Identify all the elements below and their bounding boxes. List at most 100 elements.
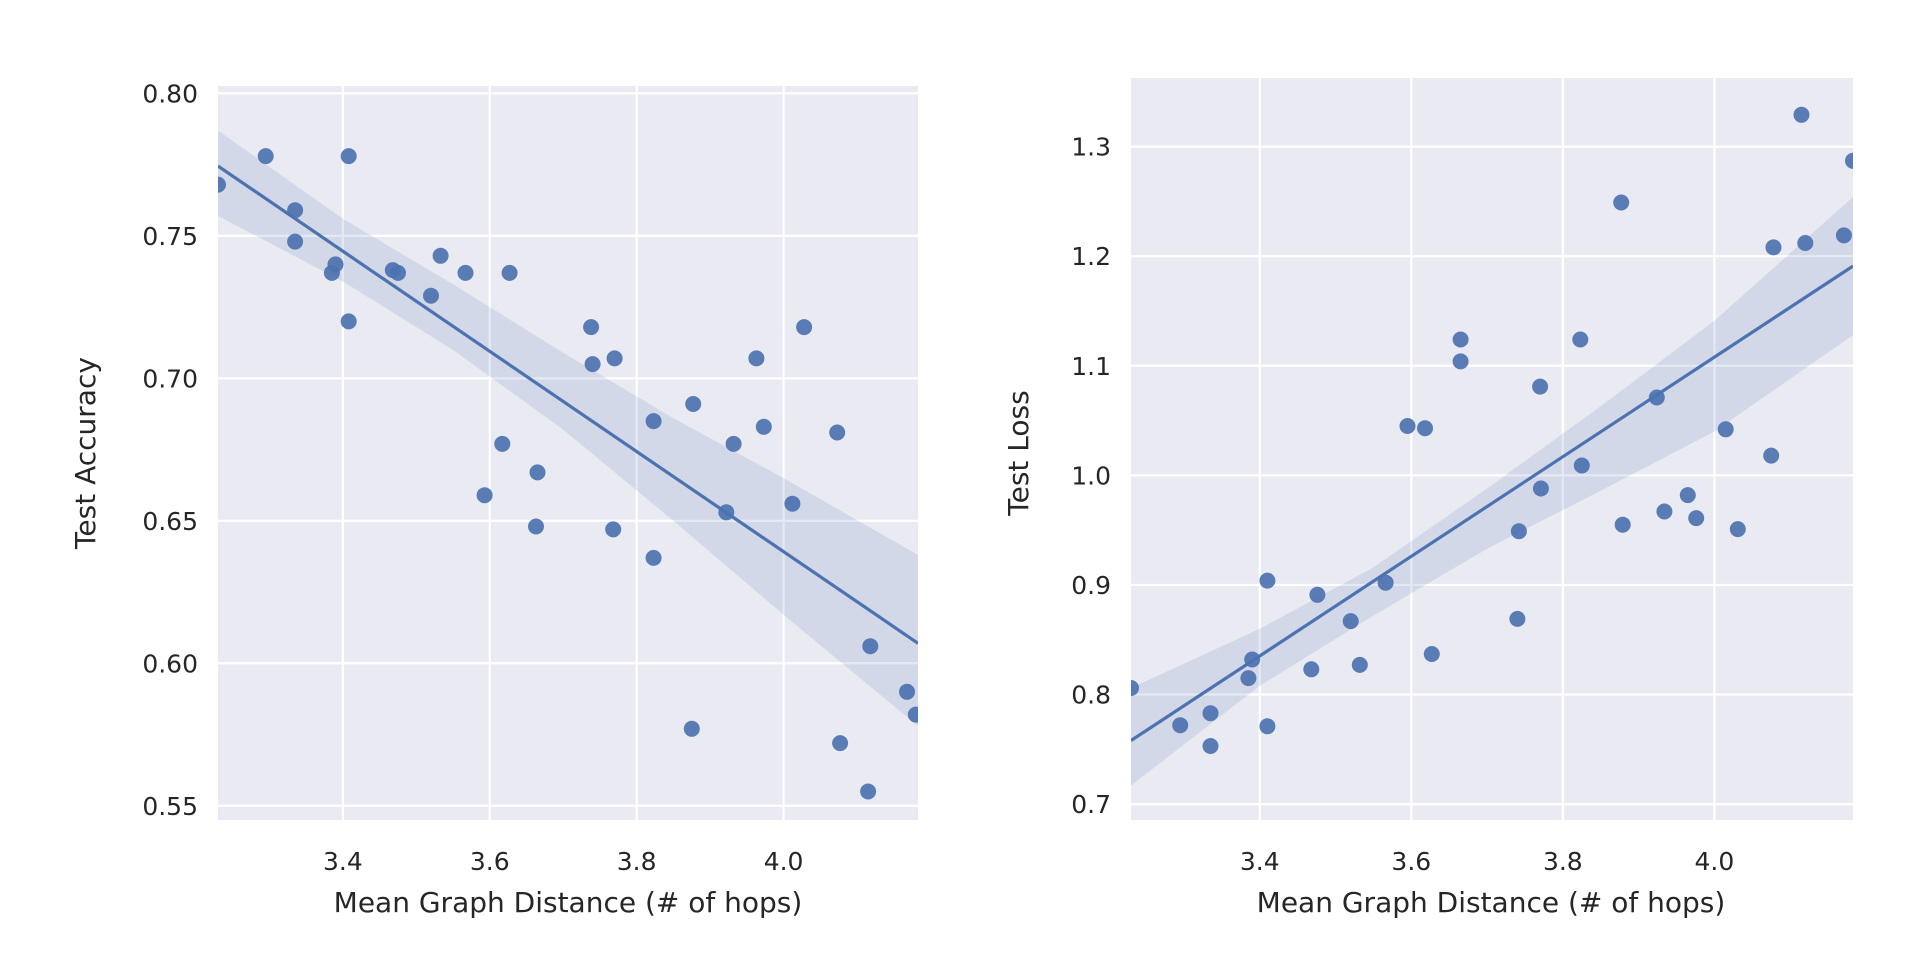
data-point: [1259, 572, 1276, 589]
data-point: [1656, 503, 1673, 520]
data-point: [899, 683, 915, 700]
plot-content: [218, 130, 918, 800]
data-point: [340, 313, 357, 330]
data-point: [784, 495, 801, 512]
x-tick-label: 4.0: [1694, 847, 1734, 876]
y-tick-label: 0.8: [1071, 681, 1111, 710]
y-tick-label: 1.1: [1071, 352, 1111, 381]
data-point: [1532, 480, 1549, 497]
data-point: [860, 783, 877, 800]
data-point: [1131, 680, 1139, 696]
data-point: [1240, 670, 1257, 687]
x-axis-label: Mean Graph Distance (# of hops): [334, 886, 803, 919]
data-point: [645, 413, 662, 430]
plot-area: [218, 86, 918, 820]
y-axis-label: Test Accuracy: [69, 357, 102, 550]
y-tick-label: 0.55: [142, 792, 198, 821]
data-point: [725, 435, 742, 452]
x-axis-label: Mean Graph Distance (# of hops): [1257, 886, 1726, 919]
data-point: [476, 487, 493, 504]
y-tick-label: 1.3: [1071, 133, 1111, 162]
data-point: [583, 319, 600, 336]
data-point: [1765, 239, 1782, 256]
data-point: [1202, 738, 1219, 754]
confidence-band: [218, 130, 918, 726]
y-tick-label: 0.7: [1071, 790, 1111, 819]
data-point: [1614, 516, 1631, 533]
confidence-band: [1131, 197, 1853, 786]
data-point: [748, 350, 765, 367]
data-point: [832, 735, 849, 752]
data-point: [323, 264, 340, 281]
x-tick-label: 3.6: [1391, 847, 1431, 876]
data-point: [1729, 521, 1746, 538]
y-tick-label: 0.80: [142, 79, 198, 108]
x-tick-label: 3.4: [323, 847, 363, 876]
regression-line: [218, 164, 918, 645]
loss-chart: 3.4 3.6 3.8 4.0 0.7 0.8 0.9 1.0 1.1 1.2 1.3 Mean Gr…: [1002, 78, 1853, 919]
data-point: [683, 720, 700, 737]
data-point: [529, 464, 546, 481]
plot-content: [1131, 106, 1853, 786]
data-point: [1342, 613, 1359, 630]
data-point: [287, 233, 304, 250]
x-tick-label: 3.4: [1240, 847, 1280, 876]
data-point: [1452, 353, 1469, 370]
data-point: [1845, 152, 1853, 169]
data-point: [1423, 646, 1440, 662]
data-point: [1763, 447, 1780, 464]
accuracy-chart: 3.4 3.6 3.8 4.0 0.55 0.60 0.65 0.70 0.75 0.80 Mean…: [69, 79, 918, 919]
data-point: [1532, 378, 1549, 395]
data-point: [1613, 194, 1630, 211]
y-tick-label: 0.70: [142, 364, 198, 393]
data-point: [605, 521, 622, 538]
data-point: [218, 176, 226, 193]
data-point: [1510, 523, 1527, 540]
data-point: [432, 247, 449, 264]
data-point: [1717, 421, 1734, 438]
data-point: [1452, 331, 1469, 348]
data-point: [494, 435, 511, 452]
y-axis-label: Test Loss: [1002, 390, 1035, 516]
data-point: [1797, 235, 1814, 251]
regression-line: [1131, 264, 1853, 742]
data-point: [457, 264, 474, 281]
data-point: [1835, 227, 1852, 244]
data-point: [685, 396, 702, 412]
data-point: [1688, 510, 1705, 527]
data-point: [1793, 106, 1810, 123]
data-point: [257, 148, 274, 165]
data-point: [390, 264, 406, 281]
data-point: [501, 264, 518, 281]
data-point: [1679, 487, 1696, 504]
data-point: [796, 319, 813, 336]
x-tick-label: 3.6: [470, 847, 510, 876]
data-point: [340, 148, 357, 165]
data-point: [1259, 718, 1276, 735]
data-point: [584, 356, 601, 373]
data-point: [1351, 656, 1368, 673]
y-tick-label: 0.9: [1071, 571, 1111, 600]
data-point: [1572, 331, 1589, 348]
data-point: [645, 549, 662, 566]
data-point: [423, 287, 439, 304]
data-point: [755, 418, 772, 435]
data-point: [862, 638, 879, 655]
data-point: [528, 518, 544, 535]
data-point: [1202, 705, 1219, 722]
data-point: [1399, 418, 1416, 434]
y-tick-label: 0.65: [142, 507, 198, 536]
x-tick-label: 3.8: [1543, 847, 1583, 876]
data-point: [1417, 420, 1433, 437]
data-point: [606, 350, 623, 367]
y-tick-label: 1.2: [1071, 242, 1111, 271]
y-tick-label: 1.0: [1071, 461, 1111, 490]
data-point: [1377, 574, 1394, 591]
plot-area: [1131, 78, 1853, 820]
x-tick-label: 3.8: [617, 847, 657, 876]
data-point: [829, 424, 846, 441]
data-point: [1573, 457, 1590, 474]
data-point: [1303, 661, 1320, 678]
y-tick-label: 0.60: [142, 649, 198, 678]
